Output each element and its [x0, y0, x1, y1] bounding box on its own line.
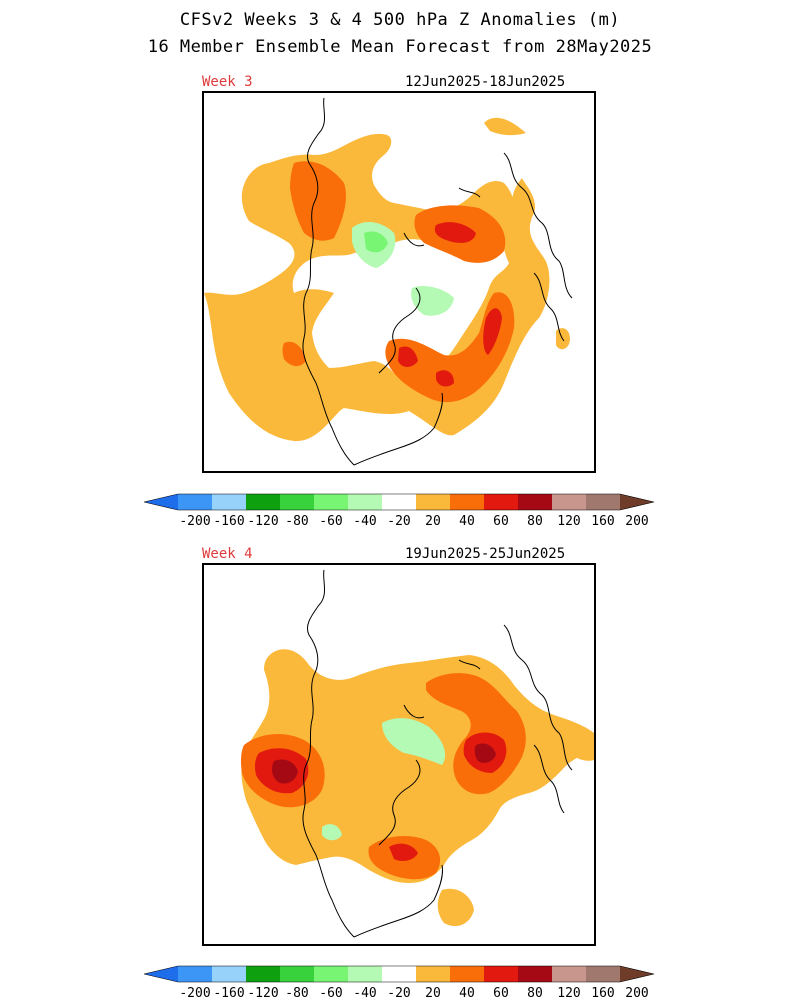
week3-map-canvas — [204, 97, 573, 466]
colorbar-tick-label: 200 — [625, 986, 648, 1001]
colorbar-swatch — [484, 494, 518, 510]
w4-anom-pos60-south — [389, 843, 418, 861]
week4-map — [202, 563, 596, 946]
colorbar-swatch — [246, 494, 280, 510]
w4-anom-pos80-north — [474, 743, 496, 763]
colorbar-swatch — [416, 966, 450, 982]
colorbar-swatch — [382, 966, 416, 982]
colorbar-swatch — [314, 494, 348, 510]
colorbar-swatch — [212, 966, 246, 982]
colorbar-tick-label: 20 — [425, 986, 441, 1001]
w3-anom-pos20-northeast — [484, 117, 526, 136]
colorbar-tick-label: 160 — [591, 986, 614, 1001]
colorbar-tick-label: -120 — [247, 986, 278, 1001]
colorbar-swatch — [586, 966, 620, 982]
colorbar-arrow-high — [620, 494, 654, 510]
colorbar-tick-label: 200 — [625, 514, 648, 529]
w3-anom-pos60-south2 — [436, 370, 454, 387]
colorbar-tick-label: 40 — [459, 514, 475, 529]
colorbar-swatch — [450, 966, 484, 982]
colorbar-swatch — [416, 494, 450, 510]
colorbar-tick-label: -80 — [285, 986, 308, 1001]
colorbar-tick-label: 120 — [557, 514, 580, 529]
colorbar-swatch — [552, 494, 586, 510]
w3-anom-pos60-east — [483, 308, 502, 355]
w3-anom-pos20-main — [204, 133, 550, 442]
colorbar-tick-label: -200 — [179, 514, 210, 529]
week4-label: Week 4 — [202, 546, 253, 562]
colorbar-swatch — [552, 966, 586, 982]
colorbar-tick-label: -40 — [353, 986, 376, 1001]
colorbar-swatch — [246, 966, 280, 982]
colorbar-swatch — [178, 494, 212, 510]
colorbar-swatch — [382, 494, 416, 510]
w3-anom-pos40-west — [290, 161, 346, 241]
colorbar-tick-label: -200 — [179, 986, 210, 1001]
colorbar-tick-label: 60 — [493, 514, 509, 529]
w3-anom-neg20-center — [411, 286, 454, 316]
week3-label: Week 3 — [202, 74, 253, 90]
colorbar-tick-label: 80 — [527, 514, 543, 529]
colorbar-swatch — [280, 966, 314, 982]
w4-anom-neg20-west — [322, 824, 342, 841]
week3-colorbar: -200 -160 -120 -80 -60 -40 -20 20 40 60 80 120 160 20… — [143, 493, 655, 529]
colorbar-tick-label: -20 — [387, 514, 410, 529]
colorbar-tick-label: -160 — [213, 514, 244, 529]
w4-anom-neg20-north — [382, 718, 446, 765]
week4-colorbar: -200 -160 -120 -80 -60 -40 -20 20 40 60 80 120 160 20… — [143, 965, 655, 1001]
week4-map-canvas — [240, 569, 594, 938]
w4-anom-pos20-south — [437, 888, 474, 927]
colorbar-swatch — [484, 966, 518, 982]
colorbar-tick-label: 40 — [459, 986, 475, 1001]
colorbar-swatch — [212, 494, 246, 510]
w3-coastlines — [302, 97, 573, 466]
w4-anom-pos80-west — [272, 759, 298, 784]
colorbar-swatch — [314, 966, 348, 982]
colorbar-tick-label: 80 — [527, 986, 543, 1001]
colorbar-swatch — [450, 494, 484, 510]
w3-anom-pos40-sw — [282, 341, 306, 367]
colorbar-swatch — [348, 494, 382, 510]
colorbar-tick-label: -40 — [353, 514, 376, 529]
colorbar-swatch — [518, 966, 552, 982]
colorbar-tick-label: -60 — [319, 986, 342, 1001]
figure-title: CFSv2 Weeks 3 & 4 500 hPa Z Anomalies (m… — [179, 10, 621, 30]
colorbar-tick-label: -60 — [319, 514, 342, 529]
colorbar-tick-label: -80 — [285, 514, 308, 529]
w4-anom-pos20-east — [569, 737, 594, 761]
colorbar-tick-label: -20 — [387, 986, 410, 1001]
colorbar-arrow-low — [144, 494, 178, 510]
colorbar-swatch — [586, 494, 620, 510]
colorbar-tick-label: 160 — [591, 514, 614, 529]
week3-date-range: 12Jun2025-18Jun2025 — [405, 74, 566, 90]
w3-anom-pos40-south — [385, 292, 515, 403]
colorbar-arrow-high — [620, 966, 654, 982]
colorbar-swatch — [518, 494, 552, 510]
colorbar-tick-label: -120 — [247, 514, 278, 529]
colorbar-swatch — [178, 966, 212, 982]
colorbar-tick-label: 20 — [425, 514, 441, 529]
colorbar-swatch — [280, 494, 314, 510]
colorbar-swatch — [348, 966, 382, 982]
w3-anom-pos60-north — [434, 222, 476, 243]
colorbar-tick-label: -160 — [213, 986, 244, 1001]
figure-subtitle: 16 Member Ensemble Mean Forecast from 28… — [147, 37, 653, 57]
colorbar-arrow-low — [144, 966, 178, 982]
colorbar-tick-label: 120 — [557, 986, 580, 1001]
w3-anom-neg40-north — [364, 231, 388, 253]
w3-anom-pos60-south — [398, 346, 418, 367]
week4-date-range: 19Jun2025-25Jun2025 — [405, 546, 566, 562]
week3-map — [202, 91, 596, 473]
colorbar-tick-label: 60 — [493, 986, 509, 1001]
w4-coastlines — [302, 569, 573, 938]
